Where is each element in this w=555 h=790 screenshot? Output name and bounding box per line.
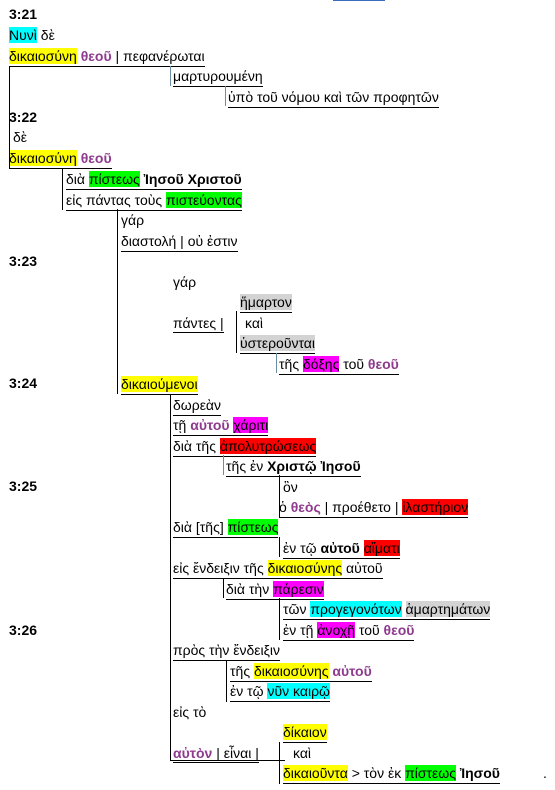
connector-endeixin <box>226 660 227 702</box>
line-hypo-tou-nomou: ὑπὸ τοῦ νόμου καὶ τῶν προφητῶν <box>228 88 439 108</box>
line-gar-1: γάρ <box>121 212 145 228</box>
connector-dia-pisteos <box>62 168 63 210</box>
line-hemarton: ἥμαρτον <box>240 293 292 313</box>
verse-label-3-24: 3:24 <box>9 375 38 391</box>
line-dikaiosyne-1: δικαιοσύνη θεοῦ | πεφανέρωται <box>9 47 205 67</box>
line-hon: ὃν <box>283 479 298 495</box>
line-dia-pisteos: διὰ πίστεως Ἰησοῦ Χριστοῦ <box>66 170 242 190</box>
verse-label-3-21: 3:21 <box>9 6 38 22</box>
line-tes-doxes: τῆς δόξης τοῦ θεοῦ <box>279 355 399 375</box>
line-nuni: Νυνὶ δὲ <box>9 27 55 43</box>
connector-hon <box>279 475 280 517</box>
line-te-autou-chariti: τῇ αὐτοῦ χάριτι <box>173 416 269 436</box>
line-dia-tes-apolytroseos: διὰ τῆς ἀπολυτρώσεως <box>173 437 317 457</box>
line-de: δὲ <box>13 129 28 145</box>
line-eis-endeixin-1: εἰς ἔνδειξιν τῆς δικαιοσύνης αὐτοῦ <box>173 559 383 579</box>
line-auton-einai: αὐτὸν | εἶναι | καὶ <box>173 745 312 763</box>
connector-gar-branch <box>117 209 118 394</box>
line-martyroumene: μαρτυρουμένη <box>173 67 263 87</box>
line-pantes: πάντες | καὶ <box>173 315 264 333</box>
line-hysterountai: ὑστεροῦνται <box>240 334 316 354</box>
connector-hypo <box>225 86 226 106</box>
line-dikaiosyne-2: δικαιοσύνη θεοῦ <box>9 149 112 169</box>
verse-label-3-22: 3:22 <box>9 109 38 125</box>
line-dorean: δωρεὰν <box>173 396 222 416</box>
line-final-period: . <box>543 765 547 781</box>
line-dikaion: δίκαιον <box>283 723 327 743</box>
connector-progegonoton <box>279 598 280 640</box>
connector-christo <box>223 455 224 475</box>
connector-hemarton <box>236 311 237 353</box>
connector-haimati <box>279 537 280 557</box>
line-dikaiounta: δικαιοῦντα > τὸν ἐκ πίστεως Ἰησοῦ <box>283 764 500 784</box>
verse-label-3-25: 3:25 <box>9 478 38 494</box>
line-ho-theos: ὁ θεὸς | προέθετο | ἱλαστήριον <box>279 498 469 518</box>
line-dikaioumenoi: δικαιούμενοι <box>121 375 198 395</box>
line-en-to-nyn-kairo: ἐν τῷ νῦν καιρῷ <box>230 682 330 702</box>
connector-doxes <box>276 353 277 373</box>
line-tes-dikaiosynes-autou: τῆς δικαιοσύνης αὐτοῦ <box>230 662 372 682</box>
line-tes-en-christo: τῆς ἐν Χριστῷ Ἰησοῦ <box>226 457 361 477</box>
line-eis-to: εἰς τὸ <box>173 704 207 720</box>
connector-bottom <box>170 760 285 761</box>
word-nuni: Νυνὶ <box>9 27 37 43</box>
verse-label-3-23: 3:23 <box>9 253 38 269</box>
top-link-underline[interactable] <box>333 0 385 1</box>
line-en-to-autou-haimati: ἐν τῷ αὐτοῦ αἵματι <box>283 539 400 559</box>
connector-dikaioumenoi <box>170 394 171 760</box>
connector-martyroumene <box>170 66 171 86</box>
connector-dikaion <box>279 742 280 784</box>
verse-label-3-26: 3:26 <box>9 622 38 638</box>
line-ton-progegonoton: τῶν προγεγονότων ἁμαρτημάτων <box>283 600 491 620</box>
connector-paresin <box>223 578 224 598</box>
line-en-te-anoche: ἐν τῇ ἀνοχῇ τοῦ θεοῦ <box>283 621 415 641</box>
line-diastole: διαστολή | οὐ ἐστιν <box>121 232 238 252</box>
line-dia-tes-pisteos: διὰ [τῆς] πίστεως <box>173 518 279 538</box>
line-gar-2: γάρ <box>173 274 197 290</box>
line-dia-ten-paresin: διὰ τὴν πάρεσιν <box>226 580 324 600</box>
line-eis-pantas: εἰς πάντας τοὺς πιστεύοντας <box>66 191 242 211</box>
line-pros-ten-endeixin: πρὸς τὴν ἔνδειξιν <box>173 641 281 661</box>
connector-main-left <box>9 66 10 168</box>
